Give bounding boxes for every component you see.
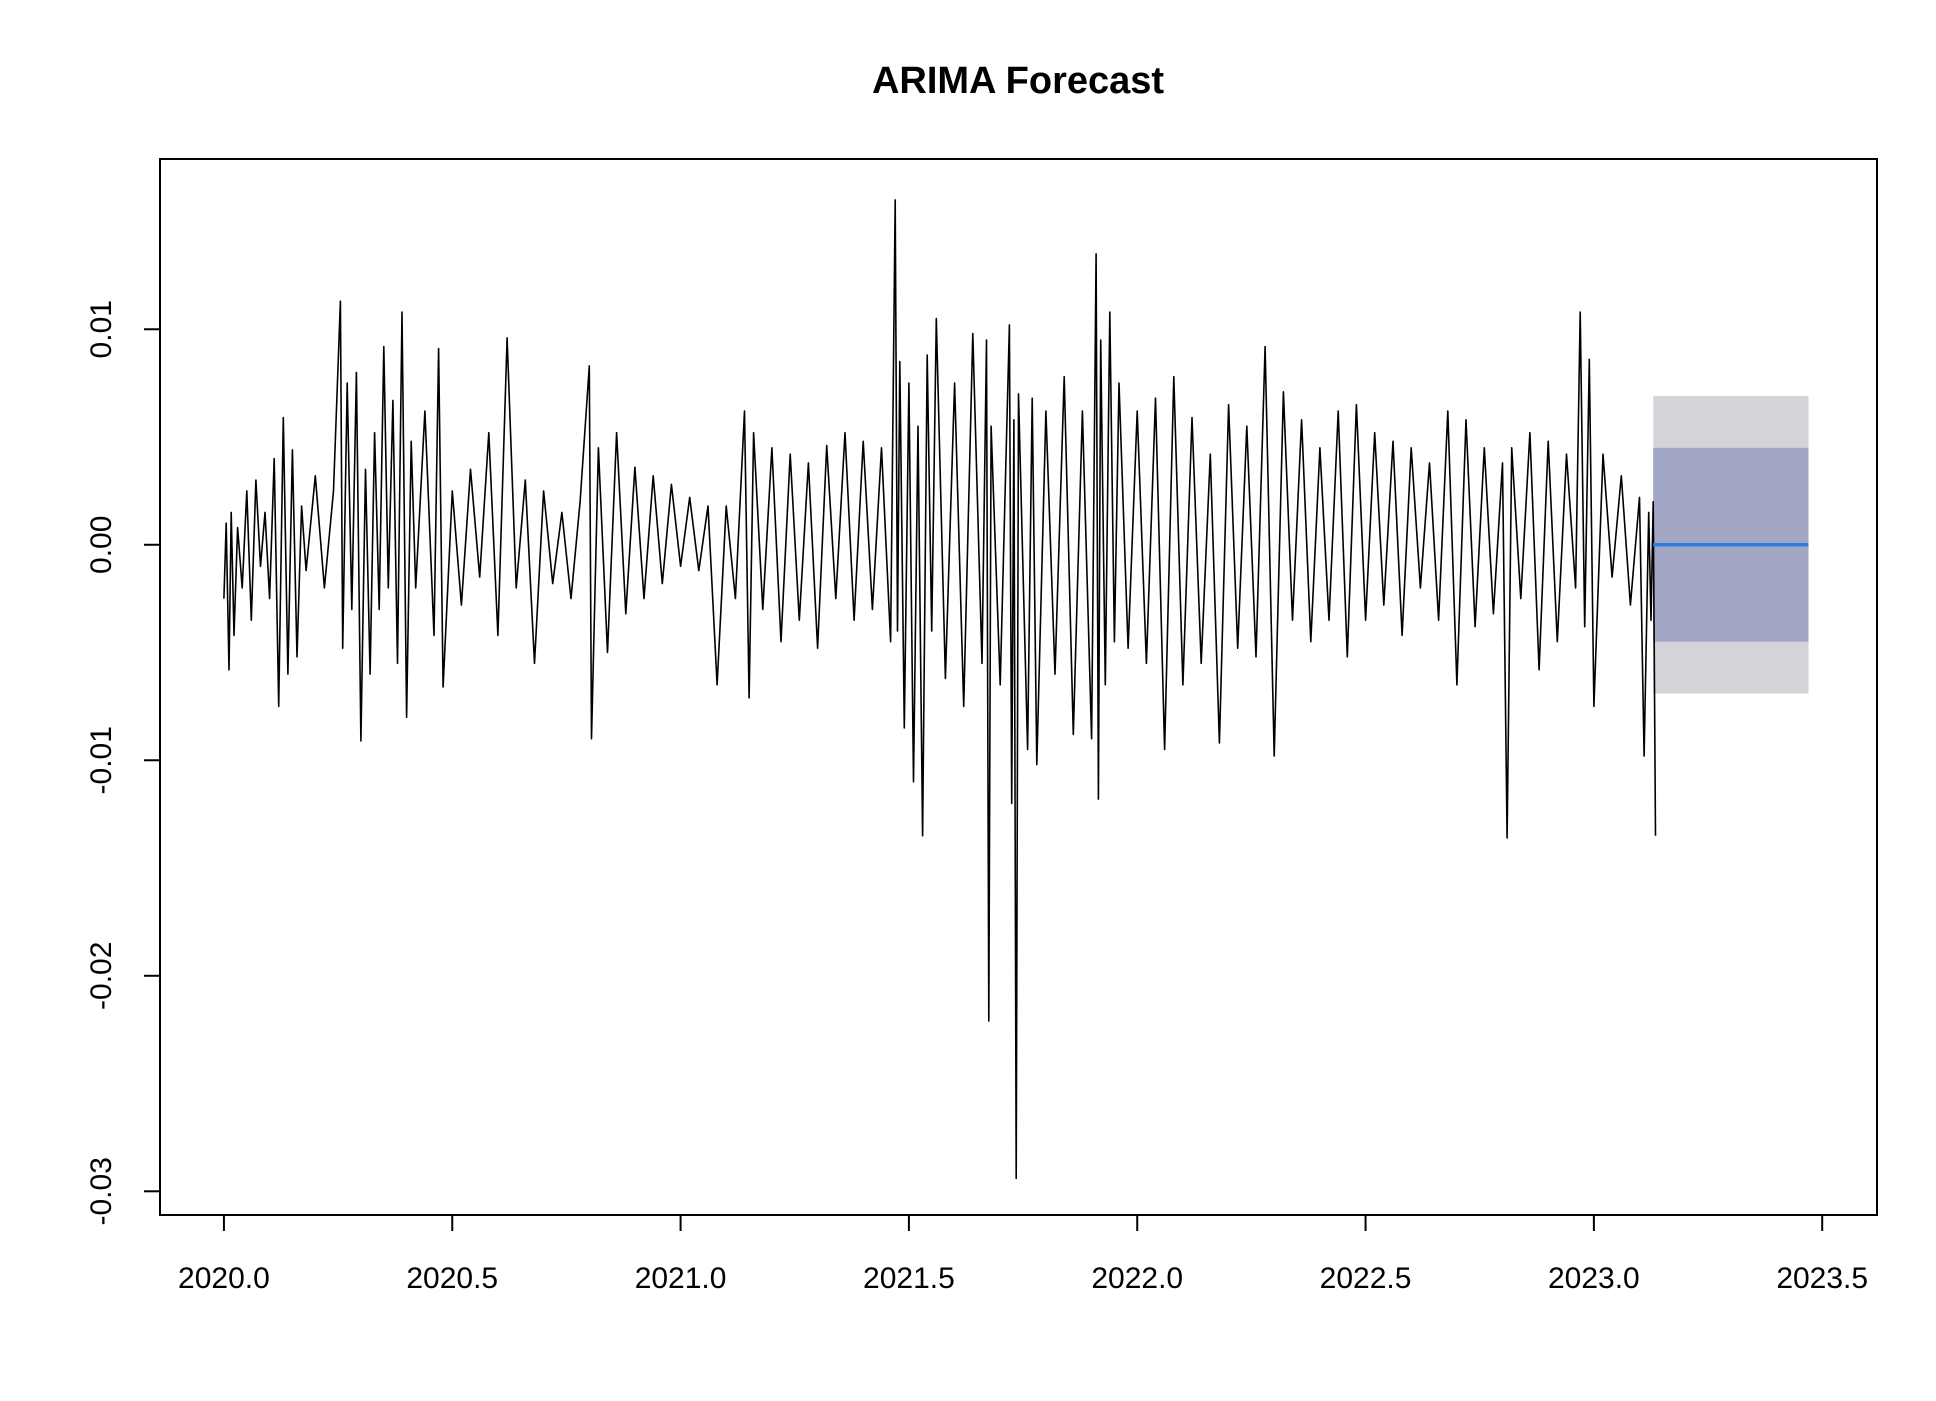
x-tick-label: 2022.5 (1320, 1262, 1412, 1295)
x-tick-label: 2020.0 (178, 1262, 270, 1295)
y-tick-label: -0.01 (85, 726, 118, 794)
y-tick-label: 0.01 (85, 300, 118, 358)
x-tick-label: 2021.5 (863, 1262, 955, 1295)
series-layer (223, 199, 1809, 1180)
x-tick-label: 2021.0 (635, 1262, 727, 1295)
y-axis: -0.03 -0.02 -0.01 0.00 0.01 (85, 300, 161, 1225)
y-tick-label: -0.02 (85, 942, 118, 1010)
y-tick-label: 0.00 (85, 516, 118, 574)
series-line-observed (223, 199, 1657, 1180)
chart-title: ARIMA Forecast (872, 60, 1164, 102)
x-axis: 2020.0 2020.5 2021.0 2021.5 2022.0 2022.5 2023… (178, 1214, 1868, 1295)
x-tick-label: 2023.5 (1776, 1262, 1868, 1295)
x-tick-label: 2022.0 (1091, 1262, 1183, 1295)
y-tick-label: -0.03 (85, 1157, 118, 1225)
x-tick-label: 2020.5 (406, 1262, 498, 1295)
x-tick-label: 2023.0 (1548, 1262, 1640, 1295)
